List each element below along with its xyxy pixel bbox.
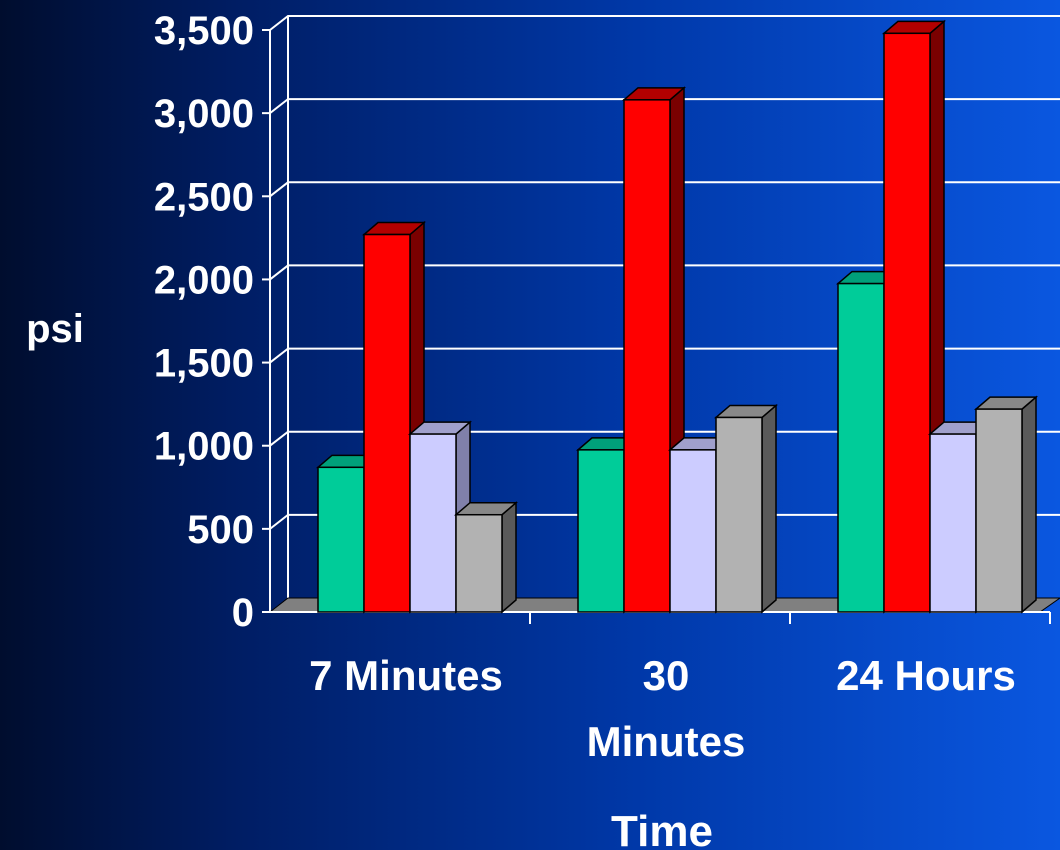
bar — [621, 86, 687, 614]
y-axis-label: psi — [26, 307, 84, 351]
bar-front — [837, 282, 885, 613]
x-tick-label: 30 Minutes — [587, 652, 746, 765]
y-tick-label: 0 — [232, 591, 254, 635]
x-axis-ticks: 7 Minutes 30 Minutes 24 Hours — [309, 612, 1051, 765]
gridline — [269, 264, 1060, 281]
y-tick-label: 2,500 — [154, 175, 254, 219]
x-tick-label: 24 Hours — [836, 652, 1016, 699]
bars-group — [315, 19, 1039, 614]
bar — [407, 420, 473, 614]
bar-front — [363, 233, 411, 613]
x-axis-label: Time — [611, 807, 713, 850]
x-tick-label: 7 Minutes — [309, 652, 503, 699]
y-axis-ticks: 0 500 1,000 1,500 2,000 2,500 3,000 3,500 — [154, 9, 270, 635]
gridline — [269, 347, 1060, 364]
gridline — [269, 15, 1060, 31]
bar-front — [409, 433, 457, 613]
gridline — [269, 181, 1060, 198]
bar-front — [883, 32, 931, 613]
bar-front — [317, 466, 365, 613]
gridline — [269, 430, 1060, 447]
gridline — [269, 513, 1060, 530]
bar-front — [577, 449, 625, 613]
y-tick-label: 500 — [187, 508, 254, 552]
bar — [713, 403, 779, 614]
bar-front — [715, 416, 763, 613]
gridline — [269, 98, 1060, 114]
bar-front — [929, 433, 977, 613]
y-tick-label: 3,500 — [154, 9, 254, 53]
bar-front — [669, 449, 717, 613]
bar — [453, 501, 519, 614]
bar-front — [975, 408, 1023, 613]
bar-side — [501, 501, 517, 614]
bar-side — [1021, 395, 1037, 614]
bar-front — [623, 99, 671, 613]
bar-side — [761, 403, 777, 614]
gridlines — [269, 15, 1060, 530]
chart-back-wall — [269, 16, 289, 612]
y-tick-label: 3,000 — [154, 92, 254, 136]
bar — [973, 395, 1039, 614]
bar-front — [455, 513, 503, 613]
y-tick-label: 2,000 — [154, 258, 254, 302]
y-tick-label: 1,000 — [154, 425, 254, 469]
y-tick-label: 1,500 — [154, 342, 254, 386]
